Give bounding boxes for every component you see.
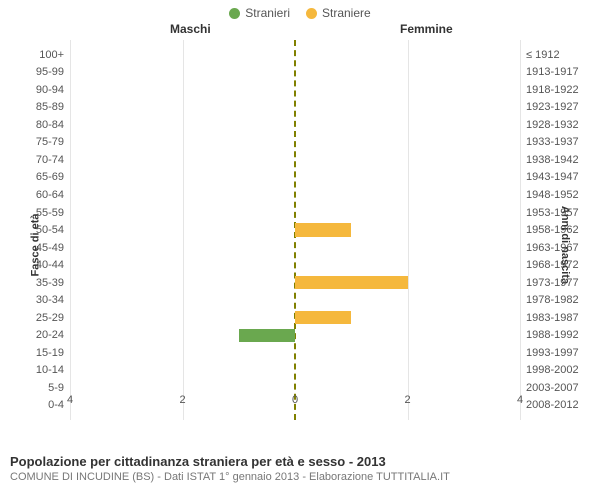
birth-year-label: 1963-1967 bbox=[520, 242, 579, 254]
birth-year-label: 1988-1992 bbox=[520, 329, 579, 341]
birth-year-label: ≤ 1912 bbox=[520, 49, 560, 61]
age-label: 20-24 bbox=[36, 329, 70, 341]
x-tick: 4 bbox=[517, 394, 523, 406]
birth-year-label: 1928-1932 bbox=[520, 119, 579, 131]
birth-year-label: 1998-2002 bbox=[520, 364, 579, 376]
age-label: 40-44 bbox=[36, 259, 70, 271]
birth-year-label: 1933-1937 bbox=[520, 136, 579, 148]
chart-row: 35-391973-1977 bbox=[70, 274, 520, 292]
legend-label-male: Stranieri bbox=[245, 6, 290, 20]
chart-row: 90-941918-1922 bbox=[70, 81, 520, 99]
birth-year-label: 1913-1917 bbox=[520, 66, 579, 78]
x-tick: 4 bbox=[67, 394, 73, 406]
chart-row: 55-591953-1957 bbox=[70, 204, 520, 222]
bar-female bbox=[295, 276, 408, 289]
age-label: 75-79 bbox=[36, 136, 70, 148]
chart-row: 15-191993-1997 bbox=[70, 344, 520, 362]
bar-female bbox=[295, 223, 351, 236]
age-label: 25-29 bbox=[36, 312, 70, 324]
birth-year-label: 1953-1957 bbox=[520, 207, 579, 219]
chart-row: 40-441968-1972 bbox=[70, 256, 520, 274]
footer-title: Popolazione per cittadinanza straniera p… bbox=[10, 454, 590, 469]
column-header-right: Femmine bbox=[400, 22, 453, 36]
birth-year-label: 1918-1922 bbox=[520, 84, 579, 96]
age-label: 65-69 bbox=[36, 171, 70, 183]
birth-year-label: 1948-1952 bbox=[520, 189, 579, 201]
age-label: 15-19 bbox=[36, 347, 70, 359]
birth-year-label: 1983-1987 bbox=[520, 312, 579, 324]
chart-row: 80-841928-1932 bbox=[70, 116, 520, 134]
chart-row: 95-991913-1917 bbox=[70, 64, 520, 82]
chart-row: 100+≤ 1912 bbox=[70, 46, 520, 64]
legend-swatch-male bbox=[229, 8, 240, 19]
age-label: 100+ bbox=[39, 49, 70, 61]
birth-year-label: 1958-1962 bbox=[520, 224, 579, 236]
chart-row: 60-641948-1952 bbox=[70, 186, 520, 204]
legend-item-male: Stranieri bbox=[229, 6, 290, 20]
bar-male bbox=[239, 329, 295, 342]
age-label: 90-94 bbox=[36, 84, 70, 96]
chart-row: 85-891923-1927 bbox=[70, 99, 520, 117]
age-label: 70-74 bbox=[36, 154, 70, 166]
chart-row: 30-341978-1982 bbox=[70, 291, 520, 309]
chart: Fasce di età Anni di nascita 100+≤ 19129… bbox=[0, 40, 600, 450]
chart-row: 75-791933-1937 bbox=[70, 134, 520, 152]
chart-row: 45-491963-1967 bbox=[70, 239, 520, 257]
footer: Popolazione per cittadinanza straniera p… bbox=[0, 450, 600, 483]
age-label: 50-54 bbox=[36, 224, 70, 236]
chart-row: 65-691943-1947 bbox=[70, 169, 520, 187]
legend-item-female: Straniere bbox=[306, 6, 371, 20]
chart-row: 70-741938-1942 bbox=[70, 151, 520, 169]
age-label: 35-39 bbox=[36, 277, 70, 289]
x-axis: 4 2 0 2 4 bbox=[70, 394, 520, 410]
bar-female bbox=[295, 311, 351, 324]
birth-year-label: 2008-2012 bbox=[520, 399, 579, 411]
chart-row: 10-141998-2002 bbox=[70, 362, 520, 380]
age-label: 85-89 bbox=[36, 101, 70, 113]
age-label: 95-99 bbox=[36, 66, 70, 78]
x-tick: 2 bbox=[404, 394, 410, 406]
x-tick: 2 bbox=[179, 394, 185, 406]
footer-subtitle: COMUNE DI INCUDINE (BS) - Dati ISTAT 1° … bbox=[10, 471, 590, 483]
legend: Stranieri Straniere bbox=[0, 0, 600, 22]
age-label: 5-9 bbox=[48, 382, 70, 394]
birth-year-label: 1993-1997 bbox=[520, 347, 579, 359]
x-tick: 0 bbox=[292, 394, 298, 406]
age-label: 55-59 bbox=[36, 207, 70, 219]
legend-swatch-female bbox=[306, 8, 317, 19]
chart-rows: 100+≤ 191295-991913-191790-941918-192285… bbox=[70, 46, 520, 414]
age-label: 60-64 bbox=[36, 189, 70, 201]
age-label: 45-49 bbox=[36, 242, 70, 254]
birth-year-label: 1938-1942 bbox=[520, 154, 579, 166]
chart-row: 50-541958-1962 bbox=[70, 221, 520, 239]
birth-year-label: 1968-1972 bbox=[520, 259, 579, 271]
age-label: 80-84 bbox=[36, 119, 70, 131]
birth-year-label: 2003-2007 bbox=[520, 382, 579, 394]
chart-row: 20-241988-1992 bbox=[70, 327, 520, 345]
plot-area: 100+≤ 191295-991913-191790-941918-192285… bbox=[70, 40, 520, 420]
legend-label-female: Straniere bbox=[322, 6, 371, 20]
age-label: 30-34 bbox=[36, 294, 70, 306]
birth-year-label: 1973-1977 bbox=[520, 277, 579, 289]
birth-year-label: 1943-1947 bbox=[520, 171, 579, 183]
birth-year-label: 1978-1982 bbox=[520, 294, 579, 306]
chart-row: 25-291983-1987 bbox=[70, 309, 520, 327]
birth-year-label: 1923-1927 bbox=[520, 101, 579, 113]
age-label: 10-14 bbox=[36, 364, 70, 376]
column-headers: Maschi Femmine bbox=[0, 22, 600, 40]
column-header-left: Maschi bbox=[170, 22, 211, 36]
